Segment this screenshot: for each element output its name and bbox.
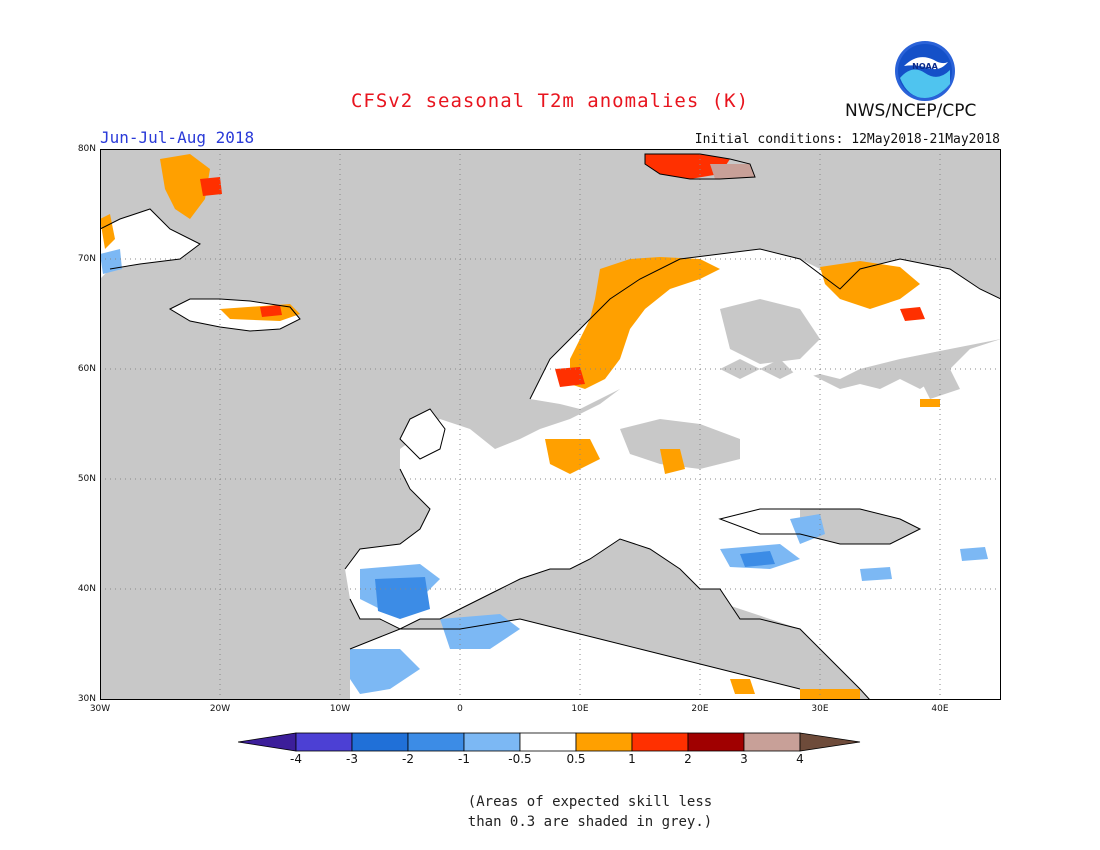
lat-label: 80N [77, 144, 96, 154]
agency-label: NWS/NCEP/CPC [845, 101, 977, 121]
colorbar-label: 4 [796, 752, 804, 766]
anomaly-brown [710, 164, 755, 179]
noaa-logo: NOAA [895, 41, 955, 101]
lat-label: 40N [77, 584, 96, 594]
map-title: CFSv2 seasonal T2m anomalies (K) [350, 90, 750, 112]
colorbar-label: 0.5 [566, 752, 586, 766]
colorbar-label: 1 [628, 752, 636, 766]
lon-label: 20W [209, 704, 231, 714]
map-frame [100, 149, 1001, 700]
forecast-period: Jun-Jul-Aug 2018 [100, 128, 255, 147]
anomaly-orange [100, 154, 940, 700]
low-skill-land [520, 299, 960, 679]
colorbar [238, 732, 861, 752]
colorbar-label: 3 [740, 752, 748, 766]
lat-label: 70N [77, 254, 96, 264]
anomaly-red [200, 154, 925, 387]
anomaly-map [100, 149, 1001, 700]
colorbar-arrow-right [799, 732, 861, 752]
graticule [100, 149, 1001, 700]
coastlines [100, 153, 1001, 700]
colorbar-label: -1 [458, 752, 470, 766]
lon-label: 20E [691, 704, 709, 714]
lon-label: 10E [571, 704, 589, 714]
lat-label: 30N [77, 694, 96, 704]
lat-label: 60N [77, 364, 96, 374]
lon-label: 40E [931, 704, 949, 714]
lon-label: 10W [329, 704, 351, 714]
lat-label: 50N [77, 474, 96, 484]
svg-text:NOAA: NOAA [912, 62, 938, 71]
colorbar-label: -0.5 [508, 752, 532, 766]
initial-conditions: Initial conditions: 12May2018-21May2018 [694, 132, 1000, 147]
lon-label: 30E [811, 704, 829, 714]
skill-footnote-line1: (Areas of expected skill less [467, 794, 713, 810]
colorbar-label: -4 [290, 752, 302, 766]
skill-footnote: (Areas of expected skill less than 0.3 a… [440, 792, 740, 832]
lon-label: 0 [457, 704, 463, 714]
colorbar-label: 2 [684, 752, 692, 766]
colorbar-label: -2 [402, 752, 414, 766]
colorbar-arrow-left [238, 732, 297, 752]
lon-label: 30W [89, 704, 111, 714]
anomaly-blue [375, 551, 775, 619]
skill-footnote-line2: than 0.3 are shaded in grey.) [467, 814, 713, 830]
colorbar-label: -3 [346, 752, 358, 766]
